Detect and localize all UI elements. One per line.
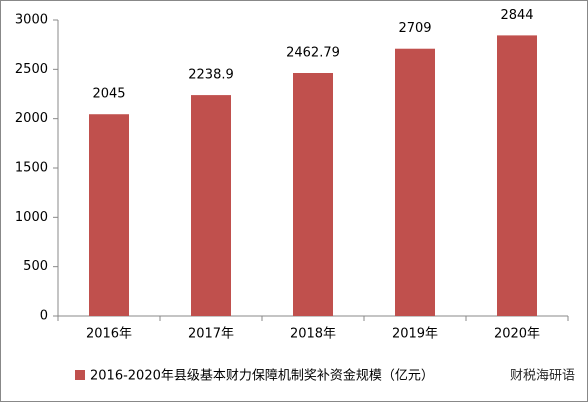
x-tick-label: 2020年 — [494, 327, 540, 342]
data-label: 2462.79 — [286, 46, 340, 61]
data-label: 2709 — [398, 21, 431, 36]
y-tick-label: 2000 — [15, 111, 48, 126]
y-tick-label: 0 — [40, 309, 48, 324]
bar — [293, 73, 333, 316]
bar — [89, 114, 129, 316]
y-tick-label: 500 — [23, 259, 48, 274]
x-tick-label: 2016年 — [86, 327, 132, 342]
x-tick-label: 2019年 — [392, 327, 438, 342]
y-tick-label: 1000 — [15, 210, 48, 225]
x-tick-label: 2018年 — [290, 327, 336, 342]
data-label: 2844 — [500, 8, 533, 23]
legend-swatch — [75, 370, 85, 380]
legend-label: 2016-2020年县级基本财力保障机制奖补资金规模（亿元） — [90, 368, 434, 384]
y-tick-label: 2500 — [15, 62, 48, 77]
x-tick-label: 2017年 — [188, 327, 234, 342]
data-label: 2045 — [92, 87, 125, 102]
y-tick-label: 1500 — [15, 161, 48, 176]
data-label: 2238.9 — [188, 68, 234, 83]
bar — [395, 48, 435, 316]
watermark: 财税海研语 — [510, 369, 575, 384]
y-tick-label: 3000 — [15, 13, 48, 28]
bar — [497, 35, 537, 316]
bar — [191, 95, 231, 316]
